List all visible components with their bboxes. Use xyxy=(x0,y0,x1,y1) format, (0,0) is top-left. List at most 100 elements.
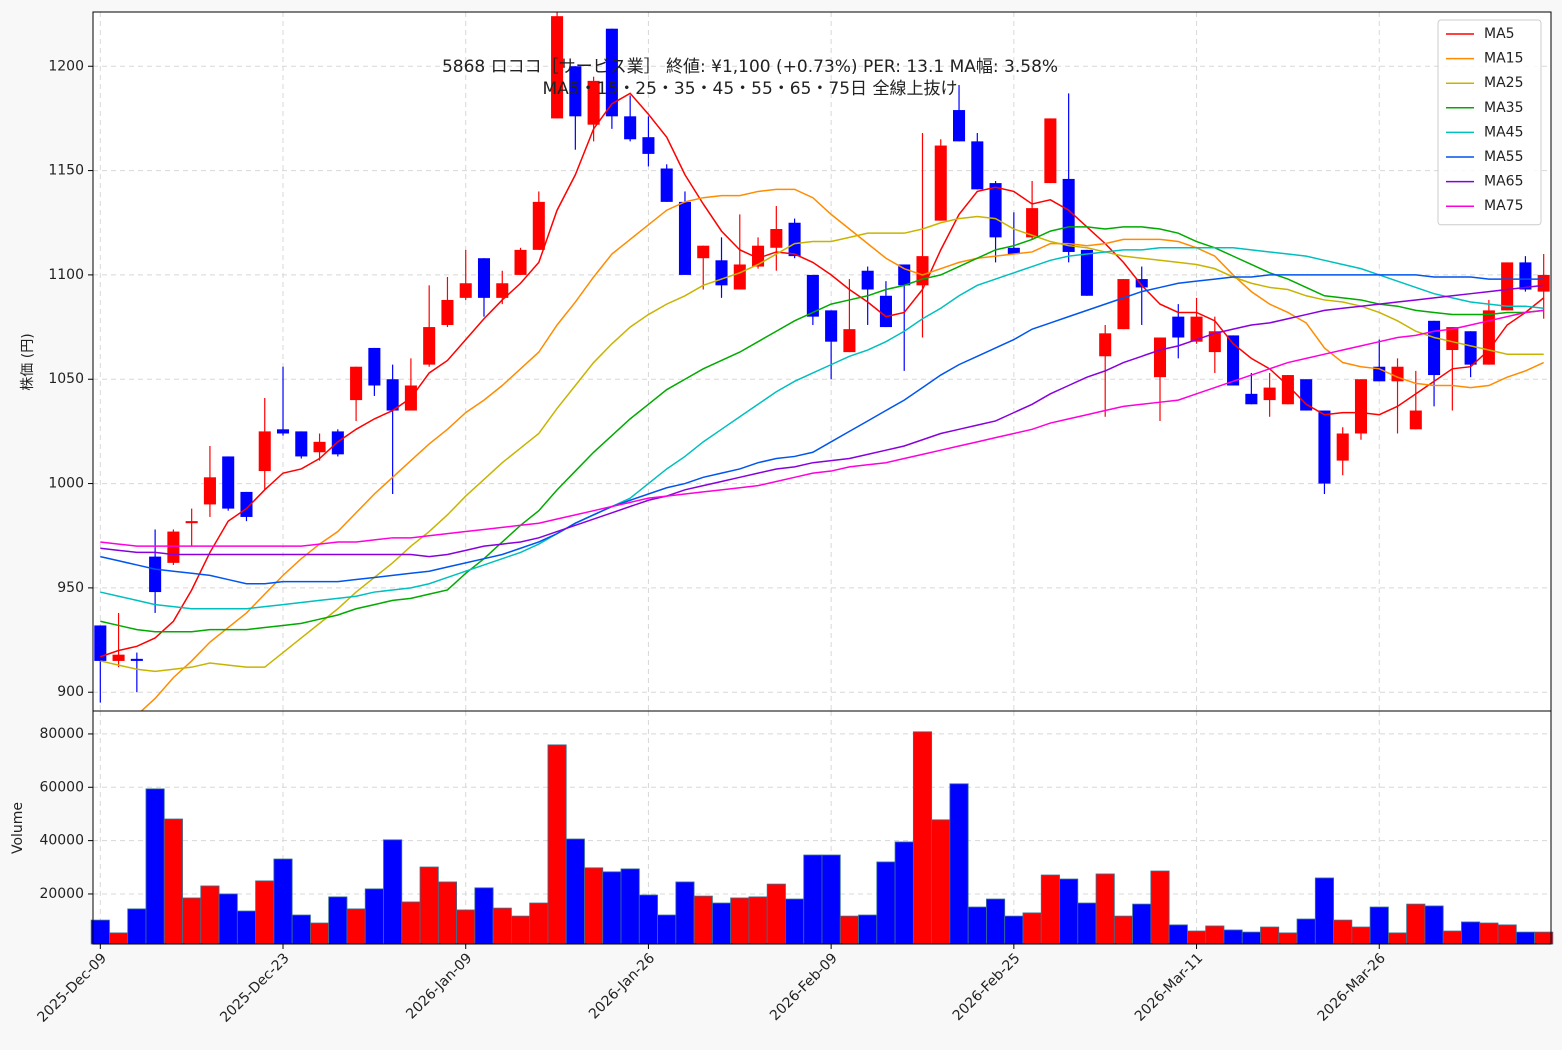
chart-subtitle: MA5・15・25・35・45・55・65・75日 全線上抜け xyxy=(543,79,958,99)
volume-bar xyxy=(1442,930,1462,945)
volume-bar xyxy=(876,861,896,945)
volume-bar xyxy=(949,783,969,945)
candle-body xyxy=(678,201,691,275)
candle-body xyxy=(825,310,838,342)
candle-body xyxy=(258,431,271,472)
y-tick-label: 60000 xyxy=(39,779,84,795)
candle-body xyxy=(477,258,491,298)
volume-bar xyxy=(1187,930,1207,945)
x-tick-label: 2026-Mar-26 xyxy=(1315,950,1389,1024)
volume-bar xyxy=(1369,906,1389,945)
candle-body xyxy=(752,245,765,267)
candle-body xyxy=(624,116,637,140)
volume-bar xyxy=(1406,903,1426,945)
ma-line xyxy=(100,247,1544,610)
candle-body xyxy=(879,295,892,328)
volume-bar xyxy=(967,906,987,945)
candle-body xyxy=(149,556,162,593)
candle-body xyxy=(733,264,746,290)
volume-bar xyxy=(474,887,494,945)
candle-body xyxy=(185,521,198,524)
y-tick-label: 1050 xyxy=(48,371,84,387)
candle-body xyxy=(350,366,363,401)
x-tick-label: 2026-Jan-26 xyxy=(586,950,658,1022)
candle-body xyxy=(1446,327,1459,351)
volume-bar xyxy=(1479,922,1499,945)
x-tick-label: 2026-Mar-11 xyxy=(1132,950,1206,1024)
volume-bar xyxy=(785,898,805,945)
volume-bar xyxy=(419,866,439,945)
y-tick-label: 950 xyxy=(57,580,84,596)
candle-body xyxy=(660,168,673,202)
volume-bar xyxy=(730,897,750,945)
volume-bar xyxy=(894,841,914,945)
candle-body xyxy=(1245,393,1258,405)
candle-body xyxy=(1263,387,1276,401)
y-tick-label: 1000 xyxy=(48,476,84,492)
candle-body xyxy=(697,245,710,259)
candle-body xyxy=(551,16,564,119)
legend-label: MA65 xyxy=(1484,174,1523,190)
candle-body xyxy=(1153,337,1167,378)
volume-bar xyxy=(1132,903,1152,945)
candle-body xyxy=(496,283,509,298)
candle-body xyxy=(806,274,819,317)
candle-body xyxy=(167,531,180,563)
candle-body xyxy=(1537,274,1550,292)
ma-line xyxy=(140,188,1545,711)
volume-bar xyxy=(638,894,658,945)
ma-line xyxy=(100,274,1544,585)
candle-body xyxy=(1318,410,1331,484)
candle-body xyxy=(1172,316,1185,338)
y-tick-label: 1150 xyxy=(48,163,84,179)
volume-bar xyxy=(182,897,202,945)
volume-bar xyxy=(163,818,183,945)
volume-bar xyxy=(1022,912,1042,945)
volume-bar xyxy=(328,896,348,945)
candles xyxy=(94,12,1550,711)
price-panel xyxy=(93,12,1551,711)
x-tick-label: 2026-Feb-09 xyxy=(767,950,841,1024)
candle-body xyxy=(843,329,856,353)
candle-body xyxy=(423,327,436,365)
candle-body xyxy=(587,80,600,125)
candle-body xyxy=(1007,247,1020,255)
x-tick-label: 2026-Jan-09 xyxy=(403,950,475,1022)
volume-bar xyxy=(1296,918,1316,945)
volume-bar xyxy=(1150,870,1170,945)
candle-body xyxy=(222,456,235,509)
volume-bar xyxy=(310,922,330,945)
volume-bar xyxy=(200,885,220,945)
volume-bar xyxy=(127,908,147,945)
candle-body xyxy=(1482,310,1495,365)
x-tick-label: 2025-Dec-23 xyxy=(217,950,292,1025)
candle-body xyxy=(1099,333,1112,357)
y-tick-label: 80000 xyxy=(39,726,84,742)
y-tick-label: 1200 xyxy=(48,58,84,74)
volume-bar xyxy=(675,881,695,945)
volume-bar xyxy=(1333,919,1353,945)
price-axis-label: 株価 (円) xyxy=(20,333,36,390)
candle-body xyxy=(861,270,874,290)
candle-body xyxy=(1080,249,1093,296)
candle-body xyxy=(94,625,107,661)
volume-bar xyxy=(1351,926,1371,945)
candle-body xyxy=(276,429,290,434)
volume-bar xyxy=(584,867,604,945)
volume-bar xyxy=(931,819,951,945)
volume-bar xyxy=(657,914,677,945)
candle-body xyxy=(1336,433,1349,461)
x-tick-label: 2025-Dec-09 xyxy=(35,950,110,1025)
volume-bar xyxy=(255,880,275,945)
volume-axis-label: Volume xyxy=(10,802,26,854)
candle-body xyxy=(715,260,728,286)
candle-body xyxy=(313,441,326,453)
legend-label: MA5 xyxy=(1484,26,1515,42)
candle-body xyxy=(569,66,582,117)
volume-bar xyxy=(383,839,403,945)
candle-body xyxy=(1044,118,1057,184)
candle-body xyxy=(953,110,966,142)
candle-body xyxy=(1300,379,1313,411)
candle-body xyxy=(642,137,655,154)
